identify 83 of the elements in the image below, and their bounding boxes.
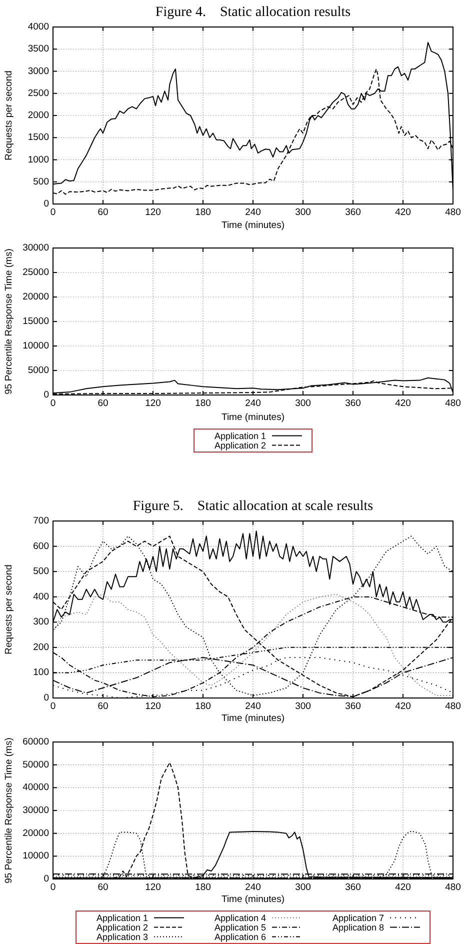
y-tick-label: 0 [44, 390, 49, 400]
y-tick-label: 50000 [22, 759, 49, 770]
x-tick-label: 480 [445, 207, 461, 218]
y-tick-label: 0 [44, 692, 49, 704]
x-tick-label: 240 [245, 882, 261, 893]
x-tick-label: 420 [395, 207, 411, 218]
legend-label: Application 1 [214, 430, 266, 441]
x-tick-label: 180 [195, 398, 211, 409]
y-tick-label: 300 [33, 616, 49, 628]
y-tick-label: 30000 [22, 242, 49, 254]
x-tick-label: 60 [98, 398, 108, 409]
y-tick-label: 200 [33, 642, 49, 653]
legend-label: Application 2 [96, 922, 148, 932]
y-tick-label: 3500 [28, 44, 49, 55]
y-tick-label: 30000 [22, 805, 49, 816]
chart-title: Figure 4. Static allocation results [155, 5, 351, 20]
x-tick-label: 120 [145, 701, 161, 712]
y-tick-label: 600 [33, 540, 49, 552]
y-tick-label: 400 [33, 591, 49, 602]
x-axis-title: Time (minutes) [222, 894, 284, 905]
x-axis-title: Time (minutes) [222, 412, 284, 423]
y-tick-label: 5000 [28, 365, 49, 376]
y-tick-label: 1500 [28, 132, 49, 144]
x-tick-label: 120 [145, 882, 161, 893]
legend-label: Application 4 [214, 912, 266, 923]
y-tick-label: 3000 [28, 66, 49, 77]
x-axis-title: Time (minutes) [222, 220, 284, 231]
y-tick-label: 15000 [22, 316, 49, 327]
y-tick-label: 1000 [28, 154, 49, 166]
y-tick-label: 40000 [22, 782, 49, 794]
x-tick-label: 240 [245, 398, 261, 409]
legend-label: Application 1 [96, 912, 148, 923]
x-tick-label: 420 [395, 882, 411, 893]
x-tick-label: 120 [145, 398, 161, 409]
legend-label: Application 2 [214, 440, 266, 450]
x-tick-label: 480 [445, 882, 461, 893]
y-tick-label: 100 [33, 667, 49, 678]
x-tick-label: 420 [395, 398, 411, 409]
x-tick-label: 180 [195, 701, 211, 712]
x-tick-label: 480 [445, 398, 461, 409]
legend-label: Application 8 [332, 922, 384, 932]
chart-title: Figure 5. Static allocation at scale results [132, 499, 374, 514]
x-tick-label: 360 [345, 398, 361, 409]
y-axis-title: Requests per second [4, 564, 14, 654]
x-tick-label: 240 [245, 701, 261, 712]
x-tick-label: 480 [445, 701, 461, 712]
legend-label: Application 3 [96, 932, 148, 942]
x-tick-label: 300 [295, 398, 311, 409]
y-tick-label: 2500 [28, 88, 49, 99]
x-tick-label: 180 [195, 207, 211, 218]
y-tick-label: 0 [44, 198, 49, 210]
x-tick-label: 240 [245, 207, 261, 218]
legend-label: Application 7 [332, 912, 384, 923]
y-tick-label: 25000 [22, 267, 49, 278]
y-axis-title: 95 Percentile Response Time (ms) [4, 248, 14, 394]
x-tick-label: 300 [295, 701, 311, 712]
x-tick-label: 60 [98, 882, 108, 893]
y-tick-label: 10000 [22, 340, 49, 352]
x-tick-label: 300 [295, 882, 311, 893]
x-axis-title: Time (minutes) [222, 713, 284, 724]
x-tick-label: 60 [98, 701, 108, 712]
y-tick-label: 20000 [22, 828, 49, 839]
x-tick-label: 180 [195, 882, 211, 893]
x-tick-label: 360 [345, 701, 361, 712]
legend-label: Application 5 [214, 922, 266, 932]
x-tick-label: 360 [345, 882, 361, 893]
y-tick-label: 20000 [22, 292, 49, 302]
y-tick-label: 4000 [28, 22, 49, 32]
x-tick-label: 60 [98, 207, 108, 218]
y-axis-title: Requests per second [4, 70, 14, 160]
y-tick-label: 500 [33, 176, 49, 188]
x-tick-label: 420 [395, 701, 411, 712]
y-tick-label: 10000 [22, 850, 49, 862]
y-tick-label: 0 [44, 874, 49, 884]
y-tick-label: 700 [33, 516, 49, 526]
y-axis-title: 95 Percentile Response Time (ms) [4, 738, 14, 884]
x-tick-label: 120 [145, 207, 161, 218]
x-tick-label: 360 [345, 207, 361, 218]
y-tick-label: 500 [33, 566, 49, 578]
legend-label: Application 6 [214, 932, 266, 942]
x-tick-label: 300 [295, 207, 311, 218]
y-tick-label: 60000 [22, 736, 49, 748]
y-tick-label: 2000 [28, 110, 49, 121]
